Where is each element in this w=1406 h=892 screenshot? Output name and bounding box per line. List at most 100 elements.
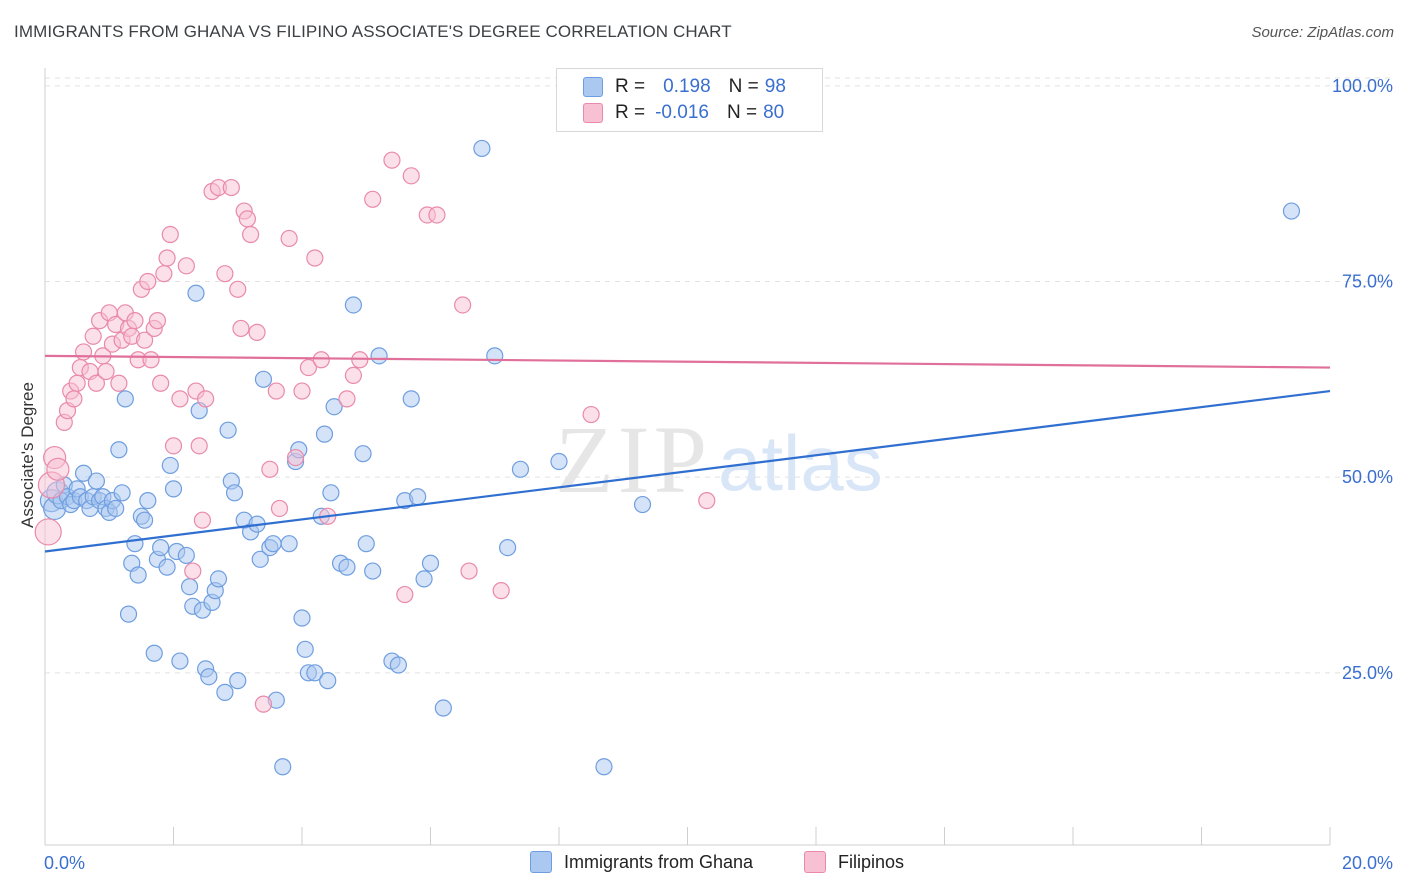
trend-line [44,389,1331,553]
data-point [454,296,472,314]
data-point [415,570,433,588]
data-point [280,229,298,248]
legend-n-value: 80 [763,102,785,123]
data-point [177,257,195,275]
data-point [229,672,247,690]
data-point [409,488,427,506]
data-point [582,405,600,424]
y-tick-label: 50.0% [1342,467,1393,487]
legend-swatch-ghana [583,77,603,97]
data-point [242,225,260,244]
data-point [216,265,234,283]
y-tick-label: 100.0% [1332,76,1393,96]
data-point [110,441,128,459]
data-point [158,558,176,576]
data-point [113,484,131,502]
data-point [389,656,407,674]
data-point [119,605,138,623]
data-point [383,151,401,169]
data-point [492,582,510,600]
data-point [187,284,205,302]
data-point [486,347,504,365]
data-point [280,535,298,553]
data-point [286,448,305,467]
data-point [296,640,314,658]
data-point [229,280,247,298]
chart-title: IMMIGRANTS FROM GHANA VS FILIPINO ASSOCI… [14,22,732,41]
watermark: ZIP atlas [555,406,883,513]
data-point [633,495,652,514]
data-point [319,672,337,690]
data-point [222,178,240,197]
data-point [293,382,311,400]
data-point [1282,202,1301,220]
legend-item-filipinos[interactable]: Filipinos [804,851,904,873]
data-point [209,570,228,588]
data-point [344,296,362,314]
legend-item-ghana[interactable]: Immigrants from Ghana [530,851,753,873]
data-point [84,327,102,345]
legend-label-filipinos: Filipinos [838,851,905,872]
data-point [152,538,170,557]
data-point [254,695,273,713]
data-point [74,343,93,361]
data-point [357,535,375,553]
data-point [139,272,157,291]
data-point [161,456,179,475]
source-label: Source: ZipAtlas.com [1251,24,1394,41]
data-point [152,374,170,392]
grid-lines [45,77,1392,674]
data-point [190,437,208,455]
data-point [200,668,218,686]
data-point [251,550,269,568]
legend-n-label: N = [726,102,758,123]
data-point [312,351,330,369]
data-point [402,390,420,408]
data-point [267,382,285,400]
legend-r-value: 0.198 [663,76,711,97]
data-point [161,225,179,244]
data-point [135,331,154,349]
data-point [68,374,86,392]
data-point [428,206,446,224]
data-point [595,758,613,776]
data-point [148,312,167,330]
data-point [232,319,250,338]
data-point [126,535,144,553]
data-point [511,460,530,478]
data-point [270,499,289,518]
data-point [225,484,244,502]
data-points [34,139,1301,776]
y-tick-label: 75.0% [1342,271,1393,291]
data-point [364,562,382,580]
data-point [264,535,282,553]
data-point [87,374,106,392]
data-point [473,139,491,158]
data-point [460,562,478,580]
data-point [338,558,356,576]
data-point [338,390,356,408]
data-point [193,511,212,529]
data-point [107,499,125,518]
watermark-atlas: atlas [718,419,883,507]
data-point [315,425,334,443]
trend-lines [44,354,1331,553]
data-point [698,492,716,510]
data-point [126,312,144,330]
legend-swatch-filipinos [804,851,826,873]
tick-labels: 25.0% 50.0% 75.0% 100.0% 0.0% 20.0% [44,76,1393,873]
data-point [421,554,440,572]
data-point [180,578,199,596]
data-point [158,249,176,267]
y-axis-label: Associate's Degree [18,382,37,528]
data-point [325,398,343,416]
data-point [216,683,234,701]
watermark-zip: ZIP [555,406,711,513]
data-point [184,562,202,580]
data-point [354,445,372,463]
legend-label-ghana: Immigrants from Ghana [564,851,754,872]
stats-legend: R = 0.198 N = 98 R = -0.016 N = 80 [556,68,823,132]
data-point [171,390,189,408]
data-point [197,390,215,408]
